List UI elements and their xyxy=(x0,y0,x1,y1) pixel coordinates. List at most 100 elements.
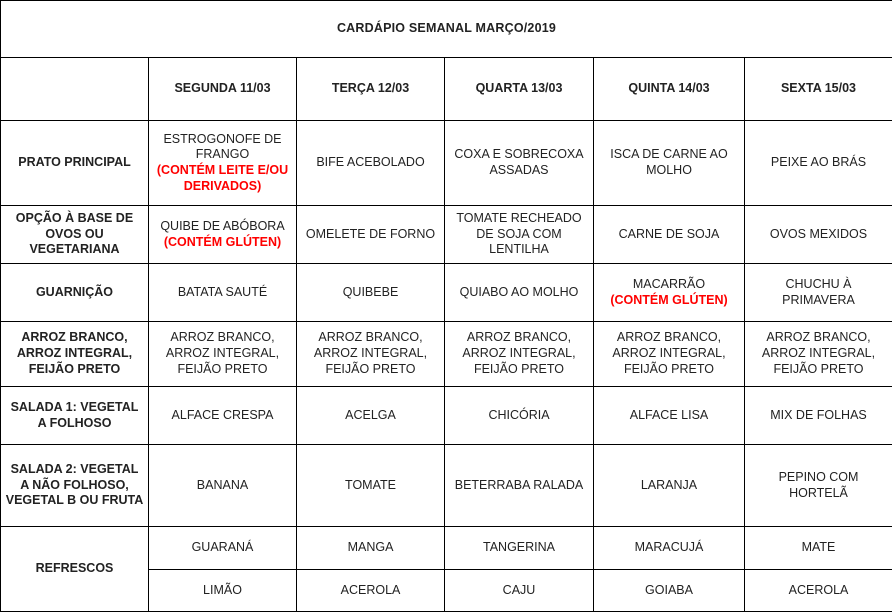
menu-item-text: ESTROGONOFE DE FRANGO xyxy=(163,131,282,162)
menu-item-text: GUARANÁ xyxy=(191,540,254,555)
row-label-opcao-vegetariana: OPÇÃO À BASE DE OVOS OU VEGETARIANA xyxy=(0,205,149,264)
menu-cell: TANGERINA xyxy=(444,526,594,570)
menu-cell: ACELGA xyxy=(296,386,445,445)
menu-cell: BETERRABA RALADA xyxy=(444,444,594,527)
menu-item-text: BIFE ACEBOLADO xyxy=(316,155,425,170)
day-header-sexta: SEXTA 15/03 xyxy=(744,57,892,121)
row-label-guarnicao: GUARNIÇÃO xyxy=(0,263,149,322)
menu-item-text: CHUCHU À PRIMAVERA xyxy=(782,276,855,307)
menu-cell: ALFACE CRESPA xyxy=(148,386,297,445)
menu-cell: QUIBEBE xyxy=(296,263,445,322)
menu-cell: ARROZ BRANCO, ARROZ INTEGRAL, FEIJÃO PRE… xyxy=(744,321,892,387)
menu-item-text: PEPINO COM HORTELÃ xyxy=(778,469,859,500)
menu-item-text: QUIABO AO MOLHO xyxy=(459,284,579,299)
table-row: GUARNIÇÃO BATATA SAUTÉ QUIBEBE QUIABO AO… xyxy=(0,263,892,322)
menu-item-text: OVOS MEXIDOS xyxy=(769,226,868,241)
menu-item-text: ARROZ BRANCO, ARROZ INTEGRAL, FEIJÃO PRE… xyxy=(462,330,576,376)
menu-item-text: ARROZ BRANCO, ARROZ INTEGRAL, FEIJÃO PRE… xyxy=(313,330,428,376)
header-row: SEGUNDA 11/03 TERÇA 12/03 QUARTA 13/03 Q… xyxy=(0,57,892,121)
menu-cell: QUIBE DE ABÓBORA (CONTÉM GLÚTEN) xyxy=(148,205,297,264)
table-row: ARROZ BRANCO, ARROZ INTEGRAL, FEIJÃO PRE… xyxy=(0,321,892,387)
menu-item-text: ARROZ BRANCO, ARROZ INTEGRAL, FEIJÃO PRE… xyxy=(612,330,726,376)
menu-cell: PEIXE AO BRÁS xyxy=(744,120,892,206)
day-header-terca: TERÇA 12/03 xyxy=(296,57,445,121)
menu-cell: OVOS MEXIDOS xyxy=(744,205,892,264)
menu-item-text: QUIBEBE xyxy=(342,284,399,299)
menu-cell: BANANA xyxy=(148,444,297,527)
menu-cell: LIMÃO xyxy=(148,569,297,612)
menu-item-text: ALFACE LISA xyxy=(629,407,709,422)
header-corner-cell xyxy=(0,57,149,121)
menu-cell: BIFE ACEBOLADO xyxy=(296,120,445,206)
menu-cell: CHICÓRIA xyxy=(444,386,594,445)
menu-cell: OMELETE DE FORNO xyxy=(296,205,445,264)
menu-item-text: COXA E SOBRECOXA ASSADAS xyxy=(454,147,584,177)
day-header-quarta: QUARTA 13/03 xyxy=(444,57,594,121)
menu-item-text: TOMATE RECHEADO DE SOJA COM LENTILHA xyxy=(456,210,582,257)
menu-cell: QUIABO AO MOLHO xyxy=(444,263,594,322)
menu-item-text: ARROZ BRANCO, ARROZ INTEGRAL, FEIJÃO PRE… xyxy=(761,330,876,376)
menu-item-text: LIMÃO xyxy=(203,582,242,597)
menu-cell: COXA E SOBRECOXA ASSADAS xyxy=(444,120,594,206)
menu-item-text: ARROZ BRANCO, ARROZ INTEGRAL, FEIJÃO PRE… xyxy=(165,330,280,376)
menu-cell: ARROZ BRANCO, ARROZ INTEGRAL, FEIJÃO PRE… xyxy=(148,321,297,387)
allergen-warning: (CONTÉM GLÚTEN) xyxy=(163,234,282,249)
menu-cell: ARROZ BRANCO, ARROZ INTEGRAL, FEIJÃO PRE… xyxy=(296,321,445,387)
title-row: CARDÁPIO SEMANAL MARÇO/2019 xyxy=(0,0,892,58)
day-header-segunda: SEGUNDA 11/03 xyxy=(148,57,297,121)
row-label-prato-principal: PRATO PRINCIPAL xyxy=(0,120,149,206)
menu-cell: TOMATE xyxy=(296,444,445,527)
menu-cell: BATATA SAUTÉ xyxy=(148,263,297,322)
day-header-quinta: QUINTA 14/03 xyxy=(593,57,745,121)
menu-cell: GOIABA xyxy=(593,569,745,612)
menu-item-text: CARNE DE SOJA xyxy=(618,226,720,241)
menu-cell: MACARRÃO (CONTÉM GLÚTEN) xyxy=(593,263,745,322)
menu-cell: MANGA xyxy=(296,526,445,570)
menu-item-text: BANANA xyxy=(196,477,249,492)
menu-cell: CHUCHU À PRIMAVERA xyxy=(744,263,892,322)
row-label-salada-2: SALADA 2: VEGETAL A NÃO FOLHOSO, VEGETAL… xyxy=(0,444,149,527)
menu-cell: CAJU xyxy=(444,569,594,612)
table-row: LIMÃO ACEROLA CAJU GOIABA ACEROLA xyxy=(1,569,892,612)
table-row: PRATO PRINCIPAL ESTROGONOFE DE FRANGO (C… xyxy=(0,120,892,206)
row-label-salada-1: SALADA 1: VEGETAL A FOLHOSO xyxy=(0,386,149,445)
menu-item-text: ALFACE CRESPA xyxy=(171,407,274,422)
table-row: SALADA 2: VEGETAL A NÃO FOLHOSO, VEGETAL… xyxy=(0,444,892,527)
page-title: CARDÁPIO SEMANAL MARÇO/2019 xyxy=(0,0,892,58)
row-label-refrescos: REFRESCOS xyxy=(0,526,149,612)
menu-cell: CARNE DE SOJA xyxy=(593,205,745,264)
menu-item-text: MATE xyxy=(801,540,836,555)
menu-cell: MIX DE FOLHAS xyxy=(744,386,892,445)
menu-cell: PEPINO COM HORTELÃ xyxy=(744,444,892,527)
allergen-warning: (CONTÉM GLÚTEN) xyxy=(610,292,728,307)
menu-item-text: ACEROLA xyxy=(340,582,401,597)
menu-item-text: BATATA SAUTÉ xyxy=(177,284,268,299)
menu-cell: LARANJA xyxy=(593,444,745,527)
table-row: OPÇÃO À BASE DE OVOS OU VEGETARIANA QUIB… xyxy=(0,205,892,264)
menu-cell: ARROZ BRANCO, ARROZ INTEGRAL, FEIJÃO PRE… xyxy=(444,321,594,387)
menu-cell: ESTROGONOFE DE FRANGO (CONTÉM LEITE E/OU… xyxy=(148,120,297,206)
menu-item-text: OMELETE DE FORNO xyxy=(305,226,436,241)
table-row: SALADA 1: VEGETAL A FOLHOSO ALFACE CRESP… xyxy=(0,386,892,445)
menu-item-text: GOIABA xyxy=(645,582,693,597)
allergen-warning: (CONTÉM LEITE E/OU DERIVADOS) xyxy=(156,163,289,193)
menu-item-text: MIX DE FOLHAS xyxy=(770,407,867,422)
table-row: REFRESCOS GUARANÁ MANGA TANGERINA MARACU… xyxy=(0,526,892,612)
menu-item-text: ISCA DE CARNE AO MOLHO xyxy=(610,147,728,177)
menu-cell: ALFACE LISA xyxy=(593,386,745,445)
menu-item-text: CHICÓRIA xyxy=(488,407,550,422)
menu-item-text: MANGA xyxy=(347,540,394,555)
menu-item-text: MACARRÃO xyxy=(632,276,706,291)
menu-cell: ACEROLA xyxy=(296,569,445,612)
menu-cell: MARACUJÁ xyxy=(593,526,745,570)
menu-item-text: PEIXE AO BRÁS xyxy=(770,155,867,170)
menu-item-text: TOMATE xyxy=(345,477,396,492)
menu-item-text: ACELGA xyxy=(345,407,396,422)
menu-item-text: BETERRABA RALADA xyxy=(454,477,584,492)
menu-item-text: TANGERINA xyxy=(483,540,555,555)
row-label-arroz-feijao: ARROZ BRANCO, ARROZ INTEGRAL, FEIJÃO PRE… xyxy=(0,321,149,387)
menu-cell: ARROZ BRANCO, ARROZ INTEGRAL, FEIJÃO PRE… xyxy=(593,321,745,387)
menu-item-text: MARACUJÁ xyxy=(634,540,704,555)
